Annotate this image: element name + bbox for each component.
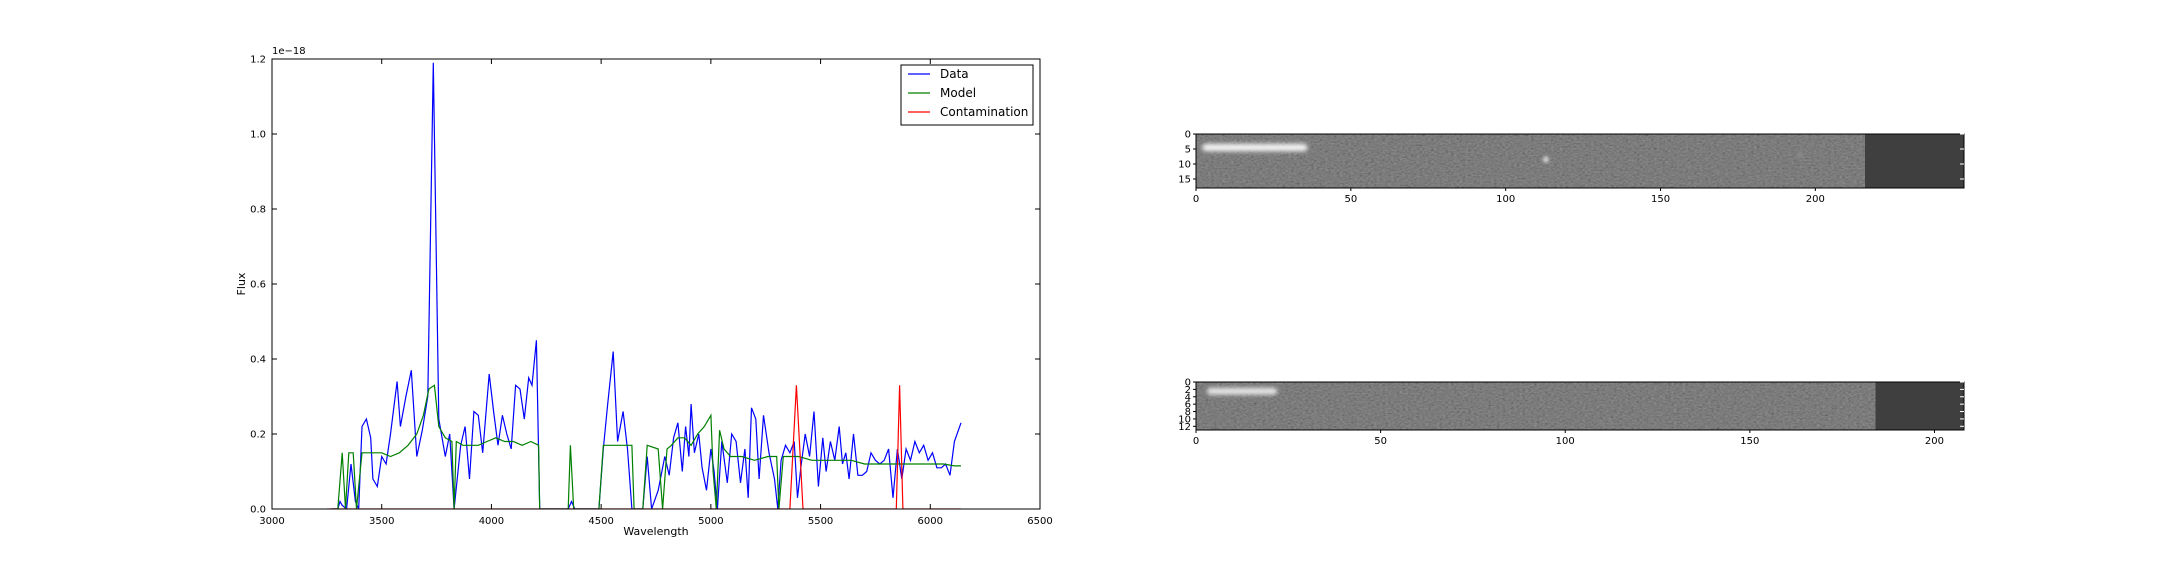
y-tick-label: 0.2: [250, 430, 266, 441]
x-tick-label: 6500: [1027, 516, 1052, 527]
image1-noise: [1196, 134, 1865, 188]
x-tick-label: 4000: [479, 516, 504, 527]
y-tick-label: 2: [1185, 385, 1191, 396]
x-tick-label: 0: [1193, 194, 1199, 205]
legend-label-contamination: Contamination: [940, 105, 1028, 119]
x-tick-label: 200: [1806, 194, 1825, 205]
spectrum-y-axis-label: Flux: [235, 272, 248, 295]
spectrum-x-ticks: 3000 3500 4000 4500 5000 5500 6000 6500: [259, 59, 1053, 527]
y-tick-label: 12: [1178, 422, 1191, 433]
x-tick-label: 5500: [808, 516, 833, 527]
y-tick-label: 4: [1185, 392, 1191, 403]
spectrum-legend: Data Model Contamination: [900, 64, 1034, 126]
x-tick-label: 150: [1740, 436, 1759, 447]
image1-features: [1202, 143, 1803, 163]
y-tick-label: 0: [1185, 130, 1191, 141]
x-tick-label: 4500: [588, 516, 613, 527]
y-tick-label: 6: [1185, 400, 1191, 411]
x-tick-label: 3500: [369, 516, 394, 527]
legend-label-data: Data: [940, 67, 969, 81]
x-tick-label: 200: [1925, 436, 1944, 447]
y-tick-label: 5: [1185, 145, 1191, 156]
spectrum-series-group: [326, 62, 962, 509]
image-panel-1: 0 50 100 150 200 0 5 10 15: [1178, 130, 1965, 205]
y-tick-label: 0.8: [250, 205, 266, 216]
series-line-contamination: [326, 385, 961, 509]
series-line-model: [331, 384, 961, 509]
series-line-data: [331, 62, 962, 509]
y-tick-label: 1.2: [250, 55, 266, 66]
x-tick-label: 50: [1344, 194, 1357, 205]
y-tick-label: 10: [1178, 160, 1191, 171]
y-tick-label: 0: [1185, 378, 1191, 389]
y-tick-label: 8: [1185, 407, 1191, 418]
spectral-trace: [1207, 387, 1278, 395]
x-tick-label: 0: [1193, 436, 1199, 447]
x-tick-label: 3000: [259, 516, 284, 527]
spectrum-x-axis-label: Wavelength: [623, 525, 688, 538]
image2-noise: [1196, 382, 1876, 430]
y-tick-label: 1.0: [250, 130, 266, 141]
legend-box: [900, 64, 1034, 126]
image1-frame: [1195, 133, 1965, 189]
y-tick-label: 15: [1178, 175, 1191, 186]
x-tick-label: 150: [1651, 194, 1670, 205]
spectrum-plot-area: [272, 59, 1040, 509]
x-tick-label: 100: [1556, 436, 1575, 447]
image2-frame: [1195, 381, 1965, 431]
y-tick-label: 0.0: [250, 505, 266, 516]
legend-label-model: Model: [940, 86, 976, 100]
x-tick-label: 50: [1374, 436, 1387, 447]
image2-x-ticks: 0 50 100 150 200: [1193, 430, 1944, 447]
y-tick-label: 0.6: [250, 280, 266, 291]
x-tick-label: 5000: [698, 516, 723, 527]
bright-spot: [1796, 152, 1803, 158]
image1-x-ticks: 0 50 100 150 200: [1193, 188, 1825, 205]
x-tick-label: 6000: [918, 516, 943, 527]
bright-spot: [1542, 156, 1549, 163]
image2-features: [1207, 387, 1278, 395]
spectral-trace: [1202, 143, 1308, 152]
y-tick-label: 0.4: [250, 355, 266, 366]
x-tick-label: 100: [1496, 194, 1515, 205]
image1-y-ticks: 0 5 10 15: [1178, 130, 1964, 186]
y-tick-label: 10: [1178, 414, 1191, 425]
spectrum-offset-text: 1e−18: [272, 46, 306, 57]
spectrum-y-ticks: 0.0 0.2 0.4 0.6 0.8 1.0 1.2: [250, 55, 1040, 516]
spectrum-plot: 3000 3500 4000 4500 5000 5500 6000 6500 0.00.20…: [235, 46, 1053, 538]
